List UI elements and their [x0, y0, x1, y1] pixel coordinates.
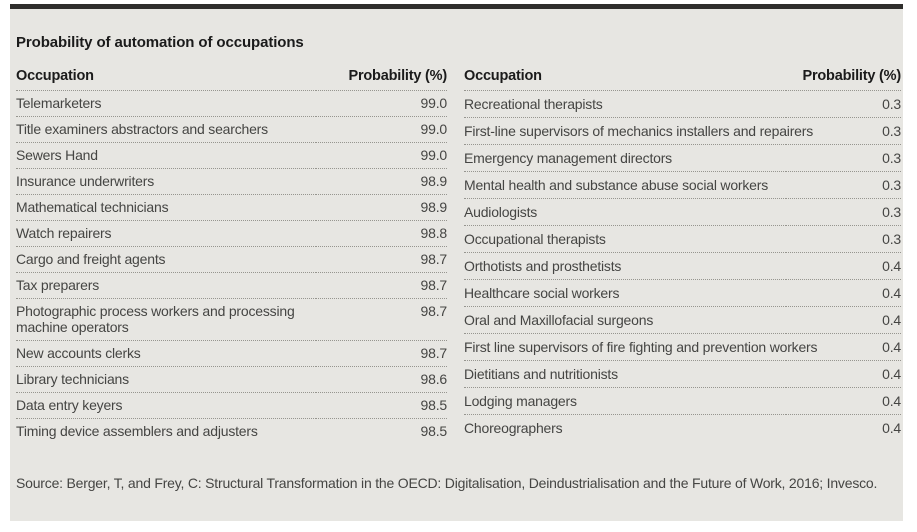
probability-cell: 98.5 [420, 423, 448, 439]
header-occupation: Occupation [464, 68, 786, 91]
occupation-cell: Cargo and freight agents [16, 246, 316, 273]
table-row: Mental health and substance abuse social… [464, 171, 901, 199]
table-row: Oral and Maxillofacial surgeons 0.4 [464, 306, 901, 334]
probability-cell: 98.6 [316, 366, 447, 393]
occupation-cell: Timing device assemblers and adjusters [16, 423, 258, 439]
occupation-cell: Mathematical technicians [16, 194, 316, 221]
occupation-cell: First-line supervisors of mechanics inst… [464, 117, 813, 145]
probability-cell: 0.3 [786, 225, 901, 253]
probability-cell: 0.3 [786, 90, 901, 118]
source-note: Source: Berger, T, and Frey, C: Structur… [16, 475, 878, 491]
occupation-cell: Dietitians and nutritionists [464, 360, 786, 388]
occupation-cell: Audiologists [464, 198, 786, 226]
table-lowest-probability: Occupation Probability (%) Recreational … [464, 68, 901, 441]
occupation-cell: Watch repairers [16, 220, 316, 247]
table-row: Audiologists 0.3 [464, 198, 901, 226]
table-row: Recreational therapists 0.3 [464, 90, 901, 118]
occupation-cell: Insurance underwriters [16, 168, 316, 195]
occupation-cell: First line supervisors of fire fighting … [464, 333, 818, 361]
probability-cell: 0.4 [786, 306, 901, 334]
probability-cell: 98.7 [316, 246, 447, 273]
header-probability: Probability (%) [316, 68, 447, 91]
probability-cell: 0.3 [786, 198, 901, 226]
probability-cell: 0.4 [882, 420, 901, 436]
table-row: Choreographers 0.4 [464, 415, 901, 442]
table-row: Orthotists and prosthetists 0.4 [464, 252, 901, 280]
occupation-cell: Library technicians [16, 366, 316, 393]
table-row: Occupational therapists 0.3 [464, 225, 901, 253]
table-row: Emergency management directors 0.3 [464, 144, 901, 172]
table-row: Library technicians 98.6 [16, 366, 447, 393]
occupation-cell: Healthcare social workers [464, 279, 786, 307]
probability-cell: 99.0 [316, 116, 447, 143]
table-row: Lodging managers 0.4 [464, 387, 901, 415]
table-row: Dietitians and nutritionists 0.4 [464, 360, 901, 388]
probability-cell: 99.0 [316, 142, 447, 169]
header-occupation: Occupation [16, 68, 316, 91]
probability-cell: 0.3 [786, 144, 901, 172]
probability-cell: 98.8 [316, 220, 447, 247]
occupation-cell: Tax preparers [16, 272, 316, 299]
probability-cell: 0.4 [786, 252, 901, 280]
table-row: Cargo and freight agents 98.7 [16, 246, 447, 273]
header-probability: Probability (%) [786, 68, 901, 91]
occupation-cell: Oral and Maxillofacial surgeons [464, 306, 786, 334]
table-row: First-line supervisors of mechanics inst… [464, 117, 901, 145]
header-row: Occupation Probability (%) [16, 68, 447, 91]
probability-cell: 98.7 [316, 272, 447, 299]
occupation-cell: Orthotists and prosthetists [464, 252, 786, 280]
table-header: Occupation Probability (%) [464, 68, 901, 91]
table-row: New accounts clerks 98.7 [16, 340, 447, 367]
occupation-cell: Emergency management directors [464, 144, 786, 172]
table-body-highest: Telemarketers 99.0 Title examiners abstrac… [16, 90, 447, 445]
table-row: Data entry keyers 98.5 [16, 392, 447, 419]
probability-cell: 98.7 [316, 340, 447, 367]
table-row: Watch repairers 98.8 [16, 220, 447, 247]
probability-cell: 98.9 [316, 168, 447, 195]
occupation-cell: Data entry keyers [16, 392, 316, 419]
table-header: Occupation Probability (%) [16, 68, 447, 91]
figure-title: Probability of automation of occupations [16, 34, 304, 51]
table-row: Insurance underwriters 98.9 [16, 168, 447, 195]
probability-cell: 0.3 [786, 117, 901, 145]
probability-cell: 0.4 [786, 279, 901, 307]
probability-cell: 98.5 [316, 392, 447, 419]
table-row: Timing device assemblers and adjusters 98… [16, 419, 447, 445]
table-row: Sewers Hand 99.0 [16, 142, 447, 169]
top-accent-bar [10, 4, 903, 9]
occupation-cell: Title examiners abstractors and searcher… [16, 116, 316, 143]
probability-cell: 99.0 [316, 90, 447, 117]
occupation-cell: Occupational therapists [464, 225, 786, 253]
probability-cell: 98.9 [316, 194, 447, 221]
occupation-cell: Recreational therapists [464, 90, 786, 118]
table-row: Tax preparers 98.7 [16, 272, 447, 299]
table-highest-probability: Occupation Probability (%) Telemarketers… [16, 68, 447, 444]
probability-cell: 0.4 [786, 360, 901, 388]
table-row: Title examiners abstractors and searcher… [16, 116, 447, 143]
table-row: Healthcare social workers 0.4 [464, 279, 901, 307]
table-row: Telemarketers 99.0 [16, 90, 447, 117]
table-row: Photographic process workers and process… [16, 298, 447, 341]
table-body-lowest: Recreational therapists 0.3 First-line sup… [464, 90, 901, 442]
occupation-cell: Photographic process workers and process… [16, 298, 316, 341]
table-row: Mathematical technicians 98.9 [16, 194, 447, 221]
header-row: Occupation Probability (%) [464, 68, 901, 91]
occupation-cell: Choreographers [464, 420, 563, 436]
occupation-cell: Mental health and substance abuse social… [464, 171, 786, 199]
occupation-cell: New accounts clerks [16, 340, 316, 367]
probability-cell: 98.7 [316, 298, 447, 341]
occupation-cell: Sewers Hand [16, 142, 316, 169]
figure-panel: Probability of automation of occupations… [10, 9, 903, 521]
probability-cell: 0.4 [786, 333, 901, 361]
occupation-cell: Lodging managers [464, 387, 786, 415]
probability-cell: 0.4 [786, 387, 901, 415]
tables-row: Occupation Probability (%) Telemarketers… [16, 68, 901, 444]
occupation-cell: Telemarketers [16, 90, 316, 117]
table-row: First line supervisors of fire fighting … [464, 333, 901, 361]
probability-cell: 0.3 [786, 171, 901, 199]
